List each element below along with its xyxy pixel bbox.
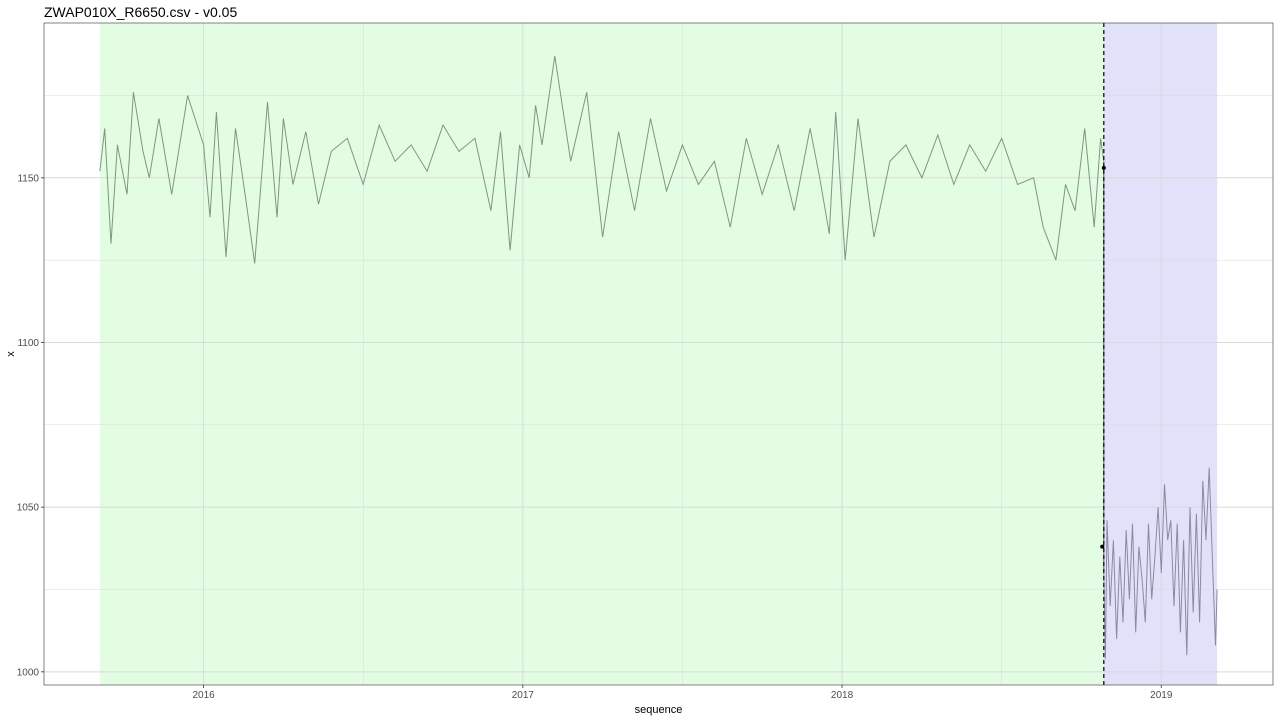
panel-border — [43, 22, 1274, 686]
x-axis: 2016 2017 2018 2019 — [192, 685, 1173, 701]
region-layer — [99, 23, 1218, 685]
grid-layer — [44, 23, 1273, 685]
y-axis-title: x — [5, 351, 17, 357]
series-line-1 — [1103, 467, 1218, 659]
region-train — [99, 23, 1104, 685]
marker-layer — [1100, 23, 1106, 685]
series-line-0 — [99, 55, 1105, 264]
y-tick-label: 1100 — [17, 338, 39, 349]
changepoint-marker — [1101, 165, 1106, 170]
x-tick-label: 2017 — [512, 690, 535, 701]
y-tick-label: 1050 — [17, 503, 40, 514]
x-axis-title: sequence — [635, 704, 683, 716]
changepoint-marker — [1100, 544, 1105, 549]
y-axis: 1000 1050 1100 1150 — [17, 173, 44, 678]
x-tick-label: 2016 — [192, 690, 215, 701]
x-tick-label: 2018 — [831, 690, 854, 701]
chart-title: ZWAP010X_R6650.csv - v0.05 — [44, 4, 238, 20]
y-tick-label: 1150 — [17, 173, 39, 184]
x-tick-label: 2019 — [1150, 690, 1173, 701]
y-tick-label: 1000 — [17, 667, 40, 678]
